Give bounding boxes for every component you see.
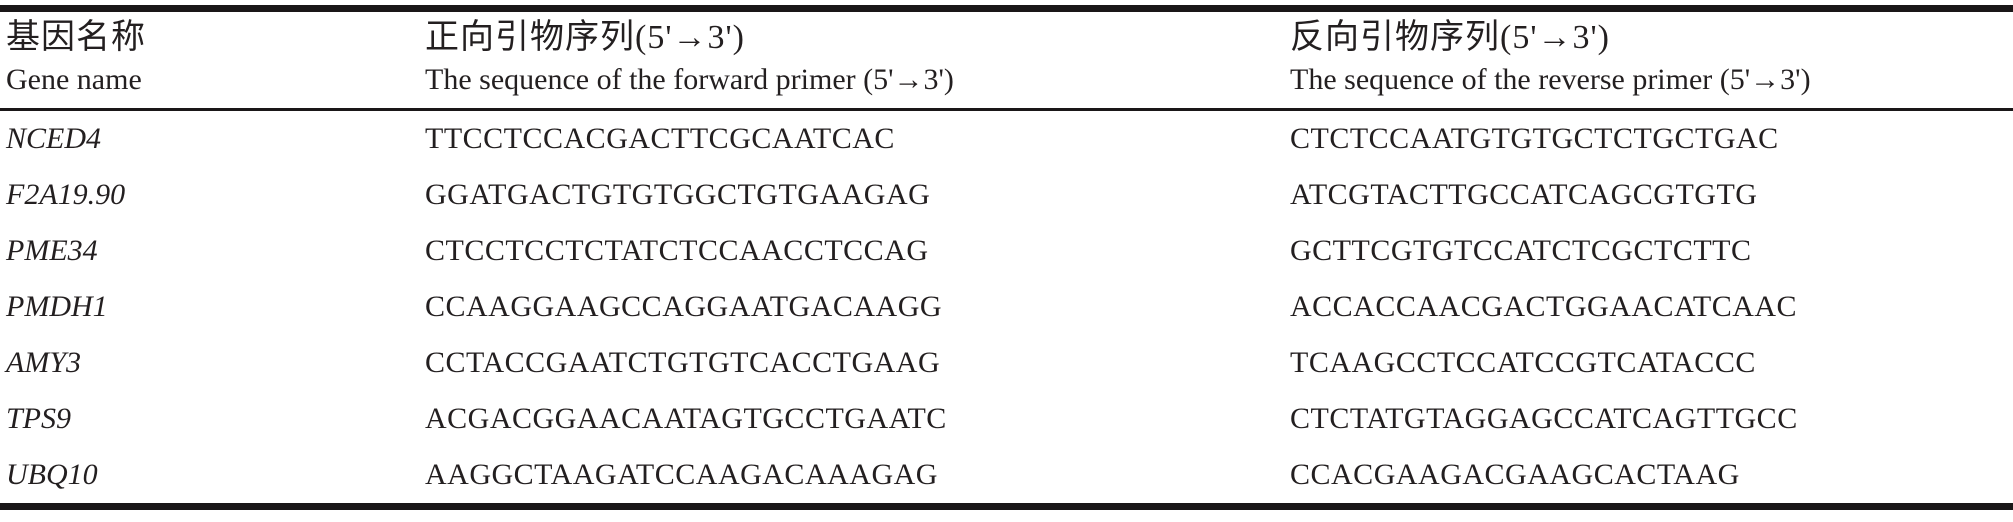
forward-primer-cell: CTCCTCCTCTATCTCCAACCTCCAG (425, 234, 929, 267)
table-body: NCED4 TTCCTCCACGACTTCGCAATCAC CTCTCCAATG… (0, 110, 2013, 507)
gene-name-cell: UBQ10 (6, 458, 98, 491)
table-header: 基因名称 Gene name 正向引物序列(5'→3') The sequenc… (0, 9, 2013, 110)
forward-primer-cell: AAGGCTAAGATCCAAGACAAAGAG (425, 458, 938, 491)
column-header-gene-name: 基因名称 Gene name (0, 9, 425, 110)
column-header-reverse-primer-en: The sequence of the reverse primer (5'→3… (1290, 63, 1811, 96)
gene-name-cell: TPS9 (6, 402, 72, 435)
reverse-primer-cell: ATCGTACTTGCCATCAGCGTGTG (1290, 178, 1758, 211)
column-header-reverse-primer-zh: 反向引物序列(5'→3') (1290, 19, 1610, 56)
primer-sequence-table: 基因名称 Gene name 正向引物序列(5'→3') The sequenc… (0, 5, 2013, 510)
table-row: TPS9 ACGACGGAACAATAGTGCCTGAATC CTCTATGTA… (0, 391, 2013, 447)
reverse-primer-cell: GCTTCGTGTCCATCTCGCTCTTC (1290, 234, 1752, 267)
table-row: PMDH1 CCAAGGAAGCCAGGAATGACAAGG ACCACCAAC… (0, 279, 2013, 335)
table-row: F2A19.90 GGATGACTGTGTGGCTGTGAAGAG ATCGTA… (0, 167, 2013, 223)
table-row: NCED4 TTCCTCCACGACTTCGCAATCAC CTCTCCAATG… (0, 110, 2013, 168)
forward-primer-cell: ACGACGGAACAATAGTGCCTGAATC (425, 402, 947, 435)
reverse-primer-cell: ACCACCAACGACTGGAACATCAAC (1290, 290, 1798, 323)
column-header-forward-primer-zh: 正向引物序列(5'→3') (425, 19, 745, 56)
forward-primer-cell: CCTACCGAATCTGTGTCACCTGAAG (425, 346, 941, 379)
reverse-primer-cell: CCACGAAGACGAAGCACTAAG (1290, 458, 1740, 491)
gene-name-cell: AMY3 (6, 346, 81, 379)
gene-name-cell: PME34 (6, 234, 98, 267)
reverse-primer-cell: CTCTATGTAGGAGCCATCAGTTGCC (1290, 402, 1798, 435)
forward-primer-cell: CCAAGGAAGCCAGGAATGACAAGG (425, 290, 943, 323)
header-row: 基因名称 Gene name 正向引物序列(5'→3') The sequenc… (0, 9, 2013, 110)
column-header-forward-primer: 正向引物序列(5'→3') The sequence of the forwar… (425, 9, 1290, 110)
forward-primer-cell: GGATGACTGTGTGGCTGTGAAGAG (425, 178, 931, 211)
column-header-reverse-primer: 反向引物序列(5'→3') The sequence of the revers… (1290, 9, 2013, 110)
reverse-primer-cell: CTCTCCAATGTGTGCTCTGCTGAC (1290, 122, 1779, 155)
column-header-gene-name-zh: 基因名称 (6, 19, 146, 56)
gene-name-cell: NCED4 (6, 122, 102, 155)
column-header-forward-primer-en: The sequence of the forward primer (5'→3… (425, 63, 954, 96)
gene-name-cell: PMDH1 (6, 290, 108, 323)
column-header-gene-name-en: Gene name (6, 63, 142, 96)
table-row: AMY3 CCTACCGAATCTGTGTCACCTGAAG TCAAGCCTC… (0, 335, 2013, 391)
reverse-primer-cell: TCAAGCCTCCATCCGTCATACCC (1290, 346, 1756, 379)
forward-primer-cell: TTCCTCCACGACTTCGCAATCAC (425, 122, 895, 155)
gene-name-cell: F2A19.90 (6, 178, 126, 211)
table-row: PME34 CTCCTCCTCTATCTCCAACCTCCAG GCTTCGTG… (0, 223, 2013, 279)
table-row: UBQ10 AAGGCTAAGATCCAAGACAAAGAG CCACGAAGA… (0, 447, 2013, 507)
